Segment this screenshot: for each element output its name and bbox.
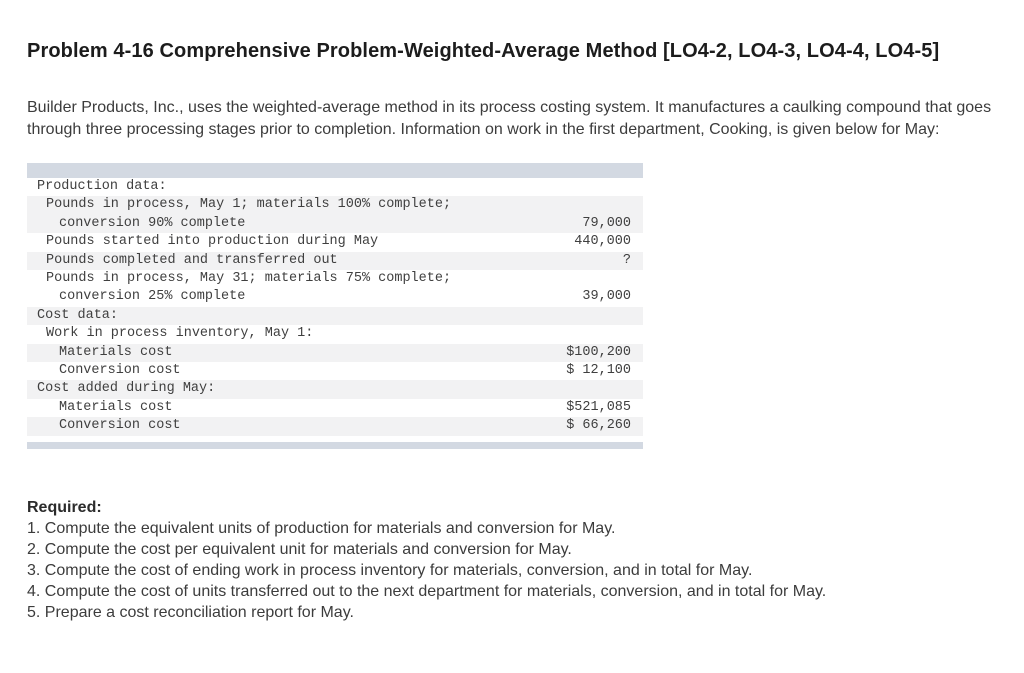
- row-label: Pounds started into production during Ma…: [46, 234, 379, 250]
- table-row: Production data:: [27, 178, 643, 196]
- row-label: Work in process inventory, May 1:: [46, 326, 314, 342]
- row-label: Cost added during May:: [37, 381, 216, 397]
- table-row: Pounds started into production during Ma…: [27, 233, 643, 251]
- table-row: Conversion cost $ 66,260: [27, 417, 643, 436]
- row-value: 79,000: [582, 215, 631, 231]
- table-row: Cost data:: [27, 306, 643, 326]
- required-item: 4. Compute the cost of units transferred…: [27, 582, 827, 600]
- row-label: Materials cost: [59, 344, 173, 360]
- row-label: Production data:: [37, 179, 167, 194]
- table-row: Pounds in process, May 1; materials 100%…: [27, 196, 643, 234]
- table-bottom-bar: [27, 441, 643, 449]
- required-item: 3. Compute the cost of ending work in pr…: [27, 561, 753, 579]
- problem-title: Problem 4-16 Comprehensive Problem-Weigh…: [27, 40, 940, 62]
- table-row: Pounds completed and transferred out?: [27, 251, 643, 271]
- table-row: Cost added during May:: [27, 380, 643, 399]
- production-cost-table: Production data: Pounds in process, May 1…: [27, 163, 643, 449]
- required-heading: Required:: [27, 498, 102, 516]
- row-label: Conversion cost: [59, 418, 181, 434]
- row-label: conversion 90% complete: [59, 215, 246, 231]
- row-value: 440,000: [574, 234, 631, 250]
- row-label: Pounds completed and transferred out: [46, 252, 338, 268]
- intro-paragraph: Builder Products, Inc., uses the weighte…: [27, 99, 992, 138]
- table-row: Work in process inventory, May 1:: [27, 325, 643, 343]
- table-top-bar: [27, 163, 643, 178]
- problem-page: Problem 4-16 Comprehensive Problem-Weigh…: [27, 40, 1004, 623]
- table-row: Conversion cost $ 12,100: [27, 362, 643, 380]
- row-label: Materials cost: [59, 399, 173, 415]
- table-row: Materials cost $521,085: [27, 399, 643, 417]
- required-item: 5. Prepare a cost reconciliation report …: [27, 603, 354, 621]
- row-value: $ 66,260: [566, 418, 631, 434]
- row-value: ?: [622, 252, 631, 268]
- row-label: Conversion cost: [59, 363, 181, 379]
- row-value: $521,085: [566, 399, 631, 415]
- table-rows: Production data: Pounds in process, May 1…: [27, 178, 643, 436]
- row-label: Pounds in process, May 31; materials 75%…: [46, 271, 452, 287]
- row-label: conversion 25% complete: [59, 289, 246, 305]
- required-section: Required: 1. Compute the equivalent unit…: [27, 497, 1004, 623]
- row-value: $100,200: [566, 344, 631, 360]
- row-label: Pounds in process, May 1; materials 100%…: [46, 197, 452, 213]
- row-value: $ 12,100: [566, 363, 631, 379]
- row-value: 39,000: [582, 289, 631, 305]
- table-row: Pounds in process, May 31; materials 75%…: [27, 270, 643, 307]
- required-item: 2. Compute the cost per equivalent unit …: [27, 540, 572, 558]
- required-list: 1. Compute the equivalent units of produ…: [27, 518, 1004, 623]
- required-item: 1. Compute the equivalent units of produ…: [27, 519, 616, 537]
- table-row: Materials cost $100,200: [27, 343, 643, 363]
- row-label: Cost data:: [37, 307, 119, 323]
